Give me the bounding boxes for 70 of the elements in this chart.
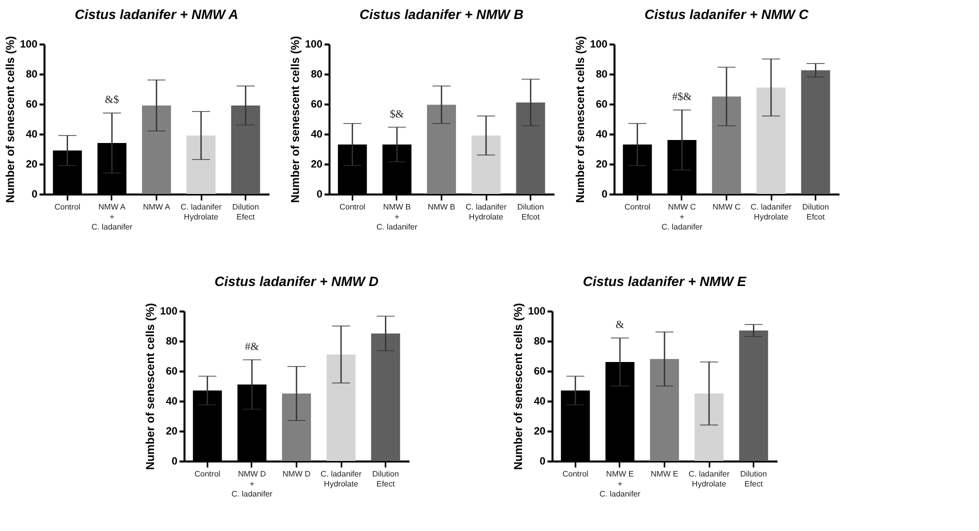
y-tick-label: 20: [26, 158, 38, 170]
y-tick-label: 100: [160, 306, 178, 318]
y-tick-label: 60: [26, 98, 38, 110]
y-tick-label: 0: [602, 188, 608, 200]
y-axis-title: Number of senescent cells (%): [144, 302, 157, 470]
y-tick-label: 60: [166, 366, 178, 378]
x-tick-label: C. ladanifer Hydrolate: [320, 470, 362, 488]
y-tick-label: 20: [166, 426, 178, 438]
y-tick-label: 0: [32, 188, 38, 200]
y-tick-label: 100: [304, 38, 323, 50]
y-axis-title: Number of senescent cells (%): [574, 36, 587, 203]
x-tick-label: Dilution Efcot: [802, 202, 829, 222]
x-tick-label: NMW C: [712, 202, 741, 212]
x-tick-label: Dilution Efect: [372, 470, 399, 488]
x-tick-label: NMW E: [650, 470, 678, 478]
x-tick-label: Control: [624, 202, 651, 212]
x-tick-label: Control: [562, 470, 589, 478]
annotation: &: [616, 319, 625, 331]
y-tick-label: 100: [528, 306, 546, 318]
x-tick-label: NMW D: [282, 470, 311, 478]
annotation: #&: [244, 340, 260, 353]
y-tick-label: 20: [310, 158, 323, 170]
x-tick-label: C. ladanifer Hydrolate: [466, 202, 507, 222]
y-tick-label: 80: [166, 336, 178, 348]
x-tick-label: Dilution Efcot: [517, 202, 544, 222]
x-tick-label: NMW D + C. ladanifer: [231, 470, 273, 498]
chart-title: Cistus ladanifer + NMW C: [644, 7, 809, 22]
y-tick-label: 60: [596, 98, 608, 110]
y-axis-title: Number of senescent cells (%): [290, 36, 302, 203]
annotation: $&: [390, 108, 404, 120]
y-tick-label: 0: [540, 456, 546, 468]
x-tick-label: NMW A + C. ladanifer: [91, 202, 133, 232]
x-tick-label: Control: [54, 202, 81, 212]
chart-title: Cistus ladanifer + NMW E: [582, 274, 748, 290]
x-tick-label: Dilution Efect: [740, 470, 767, 488]
y-tick-label: 80: [310, 68, 323, 80]
x-tick-label: NMW E + C. ladanifer: [599, 470, 641, 498]
y-tick-label: 60: [310, 98, 323, 110]
x-tick-label: C. ladanifer Hydrolate: [688, 470, 730, 488]
y-tick-label: 20: [534, 426, 546, 438]
x-tick-label: NMW A: [142, 202, 171, 212]
x-tick-label: NMW B + C. ladanifer: [376, 202, 418, 232]
y-tick-label: 20: [596, 158, 608, 170]
y-tick-label: 100: [20, 38, 38, 50]
x-tick-label: C. ladanifer Hydrolate: [180, 202, 222, 222]
x-tick-label: NMW B: [428, 202, 456, 212]
x-tick-label: Control: [194, 470, 221, 478]
x-tick-label: Control: [339, 202, 366, 212]
chart-title: Cistus ladanifer + NMW D: [214, 274, 379, 290]
y-tick-label: 40: [26, 128, 38, 140]
y-tick-label: 40: [596, 128, 608, 140]
y-axis-title: Number of senescent cells (%): [4, 36, 17, 203]
y-tick-label: 80: [596, 68, 608, 80]
y-tick-label: 40: [166, 396, 178, 408]
y-tick-label: 80: [26, 68, 38, 80]
y-tick-label: 40: [310, 128, 323, 140]
x-tick-label: Dilution Efect: [232, 202, 259, 222]
annotation: #$&: [672, 91, 692, 103]
annotation: &$: [104, 94, 120, 106]
x-tick-label: C. ladanifer Hydrolate: [750, 202, 792, 222]
y-tick-label: 40: [534, 396, 546, 408]
y-tick-label: 60: [534, 366, 546, 378]
y-tick-label: 80: [534, 336, 546, 348]
y-tick-label: 0: [316, 188, 323, 200]
y-axis-title: Number of senescent cells (%): [512, 302, 525, 470]
chart-title: Cistus ladanifer + NMW B: [360, 7, 524, 22]
x-tick-label: NMW C + C. ladanifer: [661, 202, 703, 232]
chart-title: Cistus ladanifer + NMW A: [74, 7, 238, 22]
y-tick-label: 100: [590, 38, 608, 50]
y-tick-label: 0: [172, 456, 178, 468]
